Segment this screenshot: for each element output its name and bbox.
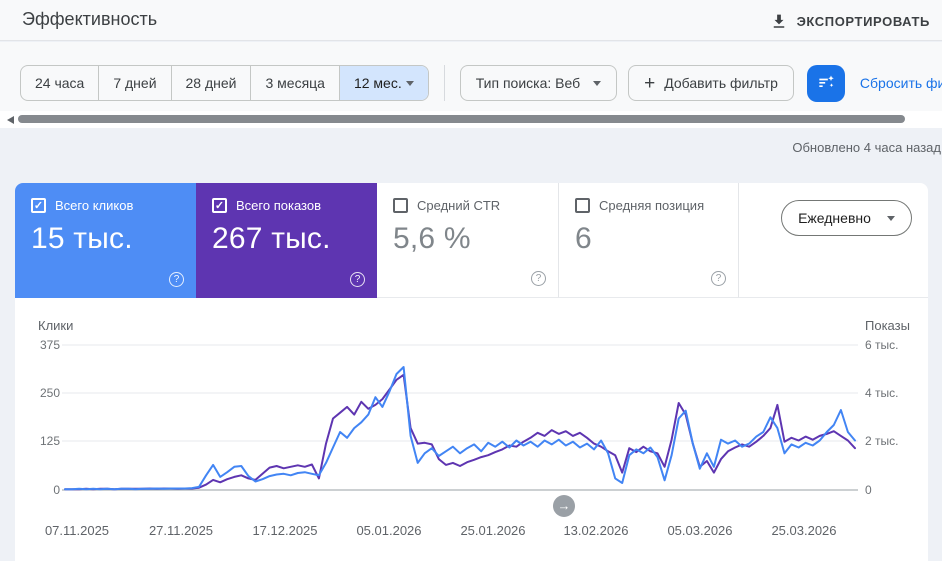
filter-bar: 24 часа 7 дней 28 дней 3 месяца 12 мес. …: [0, 42, 942, 111]
page-header: Эффективность ЭКСПОРТИРОВАТЬ: [0, 0, 942, 41]
chart-scroll-next-button[interactable]: [553, 495, 575, 517]
range-label: 24 часа: [35, 75, 85, 91]
x-axis-label: 05.01.2026: [356, 523, 422, 538]
card-label: Всего показов: [236, 198, 321, 213]
range-28d-button[interactable]: 28 дней: [172, 66, 252, 100]
checkbox-total-impressions[interactable]: [212, 198, 227, 213]
granularity-label: Ежедневно: [798, 210, 871, 226]
left-axis-title: Клики: [38, 318, 74, 333]
x-axis-label: 25.03.2026: [771, 523, 837, 538]
help-circle-icon[interactable]: [711, 271, 726, 286]
date-range-group: 24 часа 7 дней 28 дней 3 месяца 12 мес.: [20, 65, 429, 101]
performance-line-chart[interactable]: [0, 298, 942, 561]
right-axis-tick: 2 тыс.: [865, 434, 899, 448]
right-axis-tick: 6 тыс.: [865, 338, 899, 352]
filter-sparkle-icon: [816, 72, 836, 95]
checkbox-average-position[interactable]: [575, 198, 590, 213]
range-label: 7 дней: [113, 75, 157, 91]
card-label: Средний CTR: [417, 198, 501, 213]
add-filter-chip[interactable]: + Добавить фильтр: [628, 65, 794, 101]
card-header: Средний CTR: [393, 198, 542, 213]
cards-spacer: Ежедневно: [739, 183, 928, 298]
card-total-clicks[interactable]: Всего кликов 15 тыс.: [15, 183, 196, 298]
checkbox-total-clicks[interactable]: [31, 198, 46, 213]
divider: [443, 65, 445, 101]
help-circle-icon[interactable]: [169, 272, 184, 287]
x-axis-label: 07.11.2025: [44, 523, 110, 538]
range-24h-button[interactable]: 24 часа: [21, 66, 100, 100]
export-label: ЭКСПОРТИРОВАТЬ: [796, 13, 930, 29]
left-axis-tick: 250: [39, 386, 60, 400]
card-average-ctr[interactable]: Средний CTR 5,6 %: [377, 183, 558, 298]
search-type-chip[interactable]: Тип поиска: Веб: [459, 65, 618, 101]
card-value: 15 тыс.: [31, 222, 133, 255]
range-label: 28 дней: [185, 75, 237, 91]
help-circle-icon[interactable]: [350, 272, 365, 287]
right-axis-title: Показы: [865, 318, 910, 333]
card-total-impressions[interactable]: Всего показов 267 тыс.: [196, 183, 377, 298]
series-clicks: [64, 366, 856, 491]
horizontal-scrollbar: [0, 111, 942, 128]
page-title: Эффективность: [22, 9, 158, 29]
granularity-dropdown[interactable]: Ежедневно: [781, 200, 912, 236]
card-value: 267 тыс.: [212, 222, 331, 255]
caret-down-icon: [886, 215, 895, 221]
card-average-position[interactable]: Средняя позиция 6: [558, 183, 739, 298]
scrollbar-thumb[interactable]: [18, 115, 905, 123]
filters-row: 24 часа 7 дней 28 дней 3 месяца 12 мес. …: [20, 64, 942, 102]
add-filter-label: Добавить фильтр: [664, 75, 778, 91]
right-axis-tick: 4 тыс.: [865, 386, 899, 400]
range-3m-button[interactable]: 3 месяца: [251, 66, 340, 100]
card-label: Всего кликов: [55, 198, 134, 213]
checkbox-average-ctr[interactable]: [393, 198, 408, 213]
range-12m-button[interactable]: 12 мес.: [339, 66, 428, 100]
caret-down-icon: [405, 80, 414, 86]
range-label: 12 мес.: [353, 75, 402, 91]
download-icon: [770, 12, 788, 30]
left-axis-tick: 375: [39, 338, 60, 352]
card-value: 6: [575, 222, 592, 255]
card-header: Всего показов: [212, 198, 361, 213]
metrics-panel: Всего кликов 15 тыс. Всего показов 267 т…: [15, 183, 928, 561]
range-label: 3 месяца: [265, 75, 325, 91]
card-header: Средняя позиция: [575, 198, 722, 213]
left-axis-tick: 125: [39, 434, 60, 448]
card-header: Всего кликов: [31, 198, 180, 213]
plus-icon: +: [644, 72, 656, 94]
triangle-left-icon[interactable]: [7, 116, 14, 124]
filter-settings-button[interactable]: [806, 64, 845, 102]
left-axis-tick: 0: [53, 483, 60, 497]
search-type-label: Тип поиска: Веб: [475, 75, 581, 91]
metric-cards: Всего кликов 15 тыс. Всего показов 267 т…: [15, 183, 928, 298]
export-button[interactable]: ЭКСПОРТИРОВАТЬ: [770, 8, 930, 34]
reset-filters-link[interactable]: Сбросить фильтры: [859, 75, 942, 91]
x-axis-label: 27.11.2025: [148, 523, 214, 538]
help-circle-icon[interactable]: [531, 271, 546, 286]
caret-down-icon: [593, 80, 602, 86]
updated-status: Обновлено 4 часа назад: [792, 140, 941, 155]
right-axis-tick: 0: [865, 483, 872, 497]
x-axis-label: 17.12.2025: [252, 523, 318, 538]
x-axis-label: 13.02.2026: [563, 523, 629, 538]
card-label: Средняя позиция: [599, 198, 705, 213]
card-value: 5,6 %: [393, 222, 471, 255]
x-axis-label: 25.01.2026: [460, 523, 526, 538]
range-7d-button[interactable]: 7 дней: [99, 66, 172, 100]
x-axis-label: 05.03.2026: [667, 523, 733, 538]
series-impressions: [64, 373, 856, 491]
